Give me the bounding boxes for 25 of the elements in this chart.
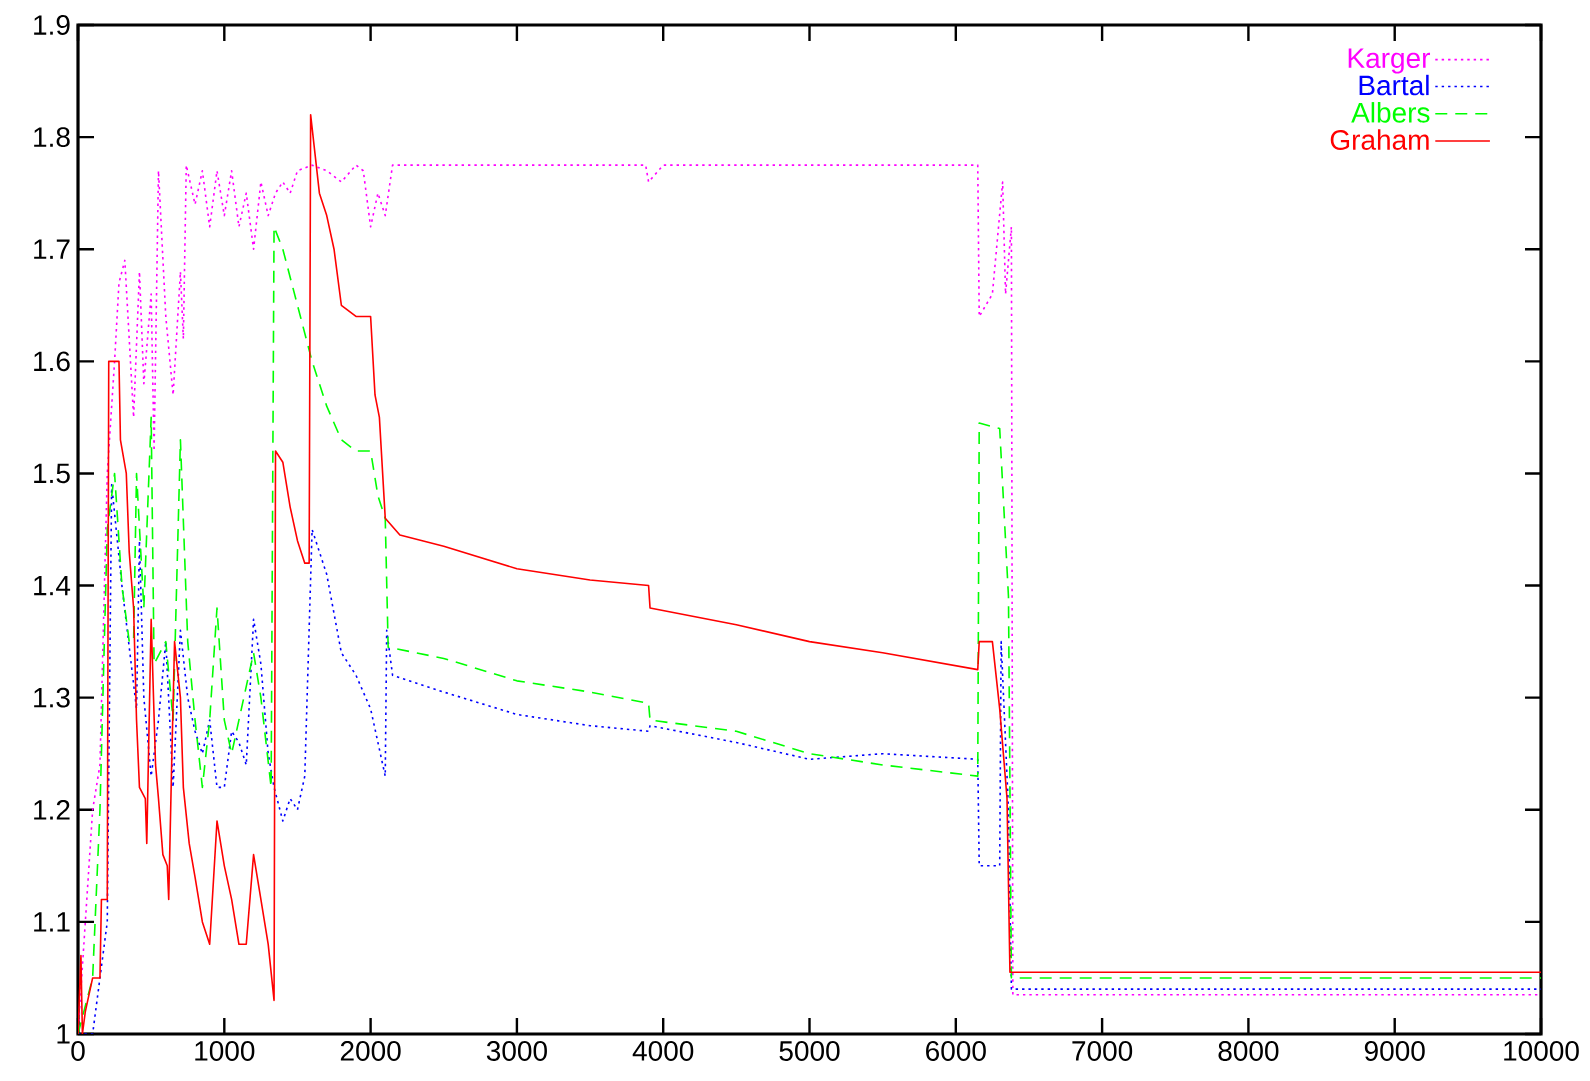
- y-tick-label: 1.5: [34, 463, 70, 484]
- y-tick-label: 1.3: [34, 687, 70, 708]
- legend-label: Graham: [1330, 129, 1429, 150]
- legend-label: Albers: [1351, 102, 1430, 123]
- x-tick-label: 2000: [340, 1041, 401, 1061]
- x-tick-label: 3000: [486, 1041, 547, 1061]
- legend-label: Bartal: [1359, 74, 1429, 96]
- x-tick-label: 5000: [779, 1041, 840, 1061]
- x-tick-label: 8000: [1218, 1041, 1279, 1061]
- x-tick-label: 6000: [926, 1041, 986, 1061]
- legend-label: Karger: [1348, 48, 1431, 74]
- x-tick-label: 1000: [195, 1041, 255, 1061]
- y-tick-label: 1.1: [34, 912, 70, 932]
- y-tick-label: 1.6: [34, 351, 70, 372]
- y-tick-label: 1.4: [34, 575, 71, 596]
- x-tick-label: 0: [71, 1041, 85, 1061]
- y-tick-label: 1.8: [34, 127, 70, 148]
- x-tick-label: 7000: [1072, 1041, 1133, 1061]
- y-tick-label: 1: [57, 1024, 70, 1044]
- x-tick-label: 4000: [632, 1041, 694, 1061]
- y-tick-label: 1.7: [34, 239, 70, 259]
- x-tick-label: 9000: [1364, 1041, 1425, 1061]
- y-tick-label: 1.9: [34, 15, 70, 35]
- x-tick-label: 10000: [1504, 1041, 1579, 1061]
- y-tick-label: 1.2: [34, 799, 70, 820]
